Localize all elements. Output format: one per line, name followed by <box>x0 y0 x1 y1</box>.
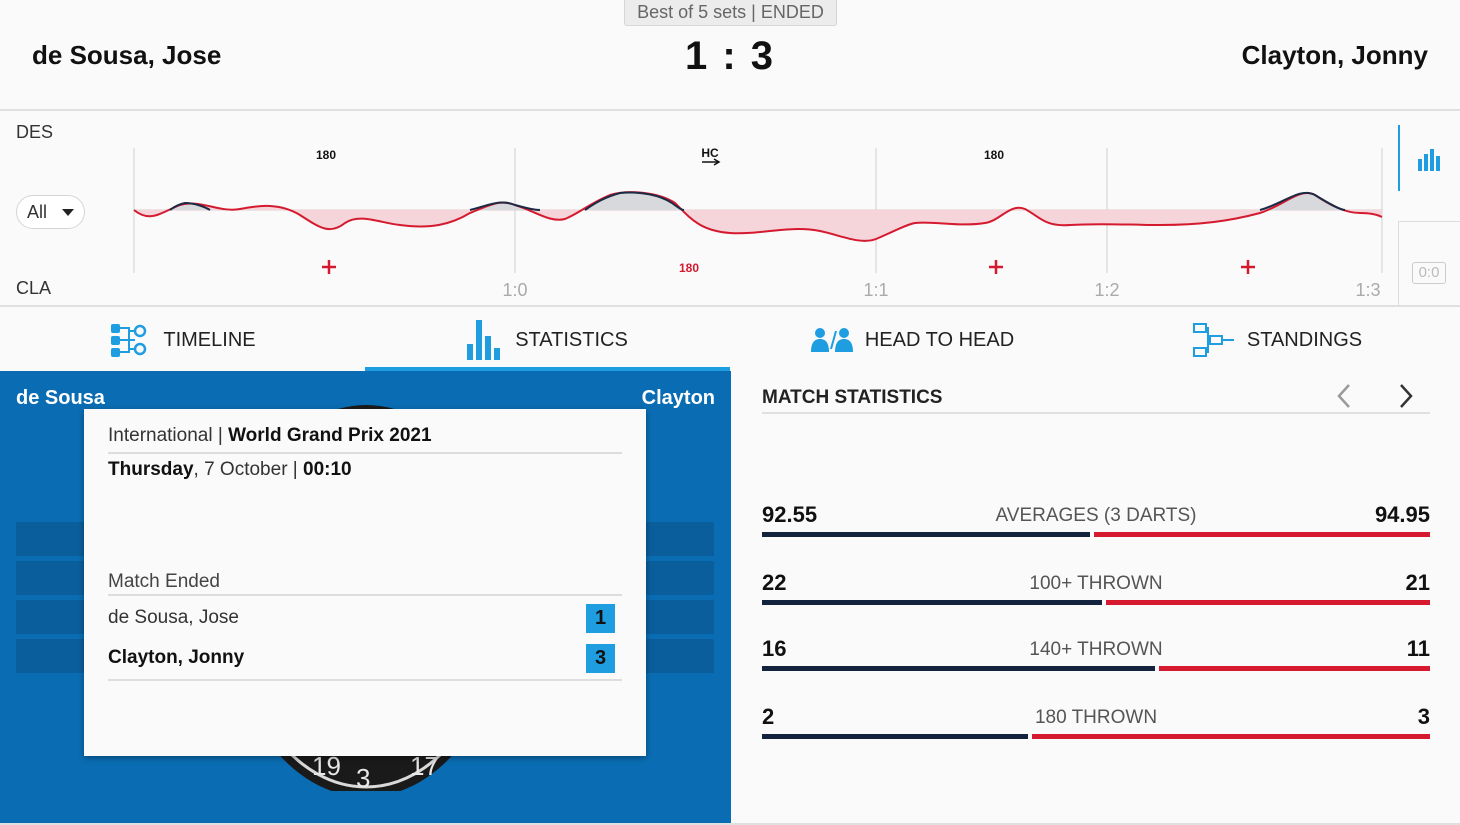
stat-home-value: 22 <box>762 570 787 595</box>
board-away-name: Clayton <box>641 387 715 409</box>
tab-statistics[interactable]: STATISTICS <box>365 309 730 371</box>
stat-label: 100+ THROWN <box>1029 573 1163 594</box>
away-player-abbr: CLA <box>16 278 52 298</box>
stat-label: 140+ THROWN <box>1029 639 1163 660</box>
stat-away-bar <box>1094 532 1430 537</box>
stat-away-bar <box>1159 666 1430 671</box>
home-player-name: de Sousa, Jose <box>32 40 222 70</box>
idle-score-box: 0:0 <box>1412 262 1446 284</box>
set-score-label: 1:1 <box>863 280 888 300</box>
tab-label: HEAD TO HEAD <box>864 328 1015 351</box>
card-divider <box>108 594 622 596</box>
competition-line: International | World Grand Prix 2021 <box>108 425 432 447</box>
card-home-player: de Sousa, Jose <box>108 607 239 628</box>
home-momentum-area <box>170 192 1345 210</box>
momentum-line <box>133 191 1383 242</box>
away-break-marker-icon <box>989 260 1003 274</box>
tab-label: TIMELINE <box>163 328 256 351</box>
timeline-icon <box>109 321 151 359</box>
stats-divider <box>762 412 1430 414</box>
home-180-marker: 180 <box>984 148 1004 162</box>
stat-away-bar <box>1106 600 1430 605</box>
panel-divider <box>1398 125 1400 191</box>
chevron-down-icon <box>62 209 74 216</box>
match-datetime: Thursday, 7 October | 00:10 <box>108 459 352 481</box>
home-momentum-line <box>169 191 1346 211</box>
away-break-marker-icon <box>322 260 336 274</box>
away-momentum-area <box>134 192 1382 241</box>
match-day: Thursday <box>108 459 194 480</box>
stat-away-value: 21 <box>1405 570 1430 595</box>
stat-row: 16 140+ THROWN 11 <box>762 636 1430 676</box>
match-format-badge: Best of 5 sets | ENDED <box>624 0 837 26</box>
away-180-marker: 180 <box>679 261 699 275</box>
stat-row: 92.55 AVERAGES (3 DARTS) 94.95 <box>762 502 1430 542</box>
stat-home-bar <box>762 666 1155 671</box>
stat-away-value: 11 <box>1406 636 1430 661</box>
momentum-side-panel: 0:0 <box>1398 125 1460 307</box>
momentum-chart: 180 HC 180 180 1:0 1:1 1:2 1:3 DES CLA <box>0 113 1460 307</box>
match-statistics-panel: MATCH STATISTICS 92.55 AVERAGES (3 DARTS)… <box>731 371 1460 825</box>
statistics-icon <box>467 320 503 360</box>
set-filter-value: All <box>27 202 48 222</box>
away-break-marker-icon <box>1241 260 1255 274</box>
chevron-left-icon[interactable] <box>1331 381 1357 411</box>
match-score: 1 : 3 <box>684 34 776 78</box>
stat-row: 22 100+ THROWN 21 <box>762 570 1430 610</box>
stat-home-value: 2 <box>762 704 775 729</box>
stat-away-bar <box>1032 734 1430 739</box>
bottom-border <box>0 823 1460 825</box>
stat-home-bar <box>762 532 1090 537</box>
tab-head-to-head[interactable]: HEAD TO HEAD <box>730 309 1095 371</box>
card-divider <box>108 679 622 681</box>
stat-row: 2 180 THROWN 3 <box>762 704 1430 744</box>
home-player-abbr: DES <box>16 122 54 142</box>
set-score-label: 1:3 <box>1355 280 1380 300</box>
match-info-card: International | World Grand Prix 2021 Th… <box>84 409 646 756</box>
tab-label: STANDINGS <box>1246 328 1363 351</box>
match-status: Match Ended <box>108 571 220 592</box>
match-statistics-title: MATCH STATISTICS <box>762 387 943 408</box>
away-sets-badge: 3 <box>586 644 615 673</box>
card-divider <box>108 452 622 454</box>
bar-chart-icon[interactable] <box>1418 149 1442 171</box>
set-filter-dropdown[interactable]: All <box>16 195 85 229</box>
dartboard-number: 3 <box>356 763 370 791</box>
away-player-name: Clayton, Jonny <box>1241 40 1428 70</box>
set-score-label: 1:2 <box>1094 280 1119 300</box>
stat-home-bar <box>762 734 1028 739</box>
board-home-name: de Sousa <box>16 387 105 409</box>
idle-score-panel <box>1398 221 1460 307</box>
home-180-marker: 180 <box>316 148 336 162</box>
tab-timeline[interactable]: TIMELINE <box>0 309 365 371</box>
stat-label: 180 THROWN <box>1034 707 1158 728</box>
stat-label: AVERAGES (3 DARTS) <box>995 505 1197 526</box>
home-sets-badge: 1 <box>586 604 615 633</box>
chevron-right-icon[interactable] <box>1393 381 1419 411</box>
head-to-head-icon <box>810 327 853 353</box>
competition-category: International | <box>108 425 229 446</box>
stat-home-bar <box>762 600 1102 605</box>
stat-home-value: 16 <box>762 636 787 661</box>
momentum-graph: 180 HC 180 180 1:0 1:1 1:2 1:3 <box>133 146 1383 300</box>
tab-bar: TIMELINE STATISTICS <box>0 309 1460 371</box>
stat-away-value: 94.95 <box>1374 502 1430 527</box>
match-time: 00:10 <box>303 459 352 480</box>
match-header: Best of 5 sets | ENDED de Sousa, Jose 1 … <box>0 0 1460 111</box>
checkout-arrow-icon <box>713 158 721 166</box>
stat-home-value: 92.55 <box>762 502 818 527</box>
tab-label: STATISTICS <box>515 328 628 351</box>
tab-standings[interactable]: STANDINGS <box>1095 309 1460 371</box>
set-score-label: 1:0 <box>502 280 527 300</box>
home-highcheckout-marker: HC <box>701 146 719 160</box>
card-away-player: Clayton, Jonny <box>108 647 245 668</box>
stat-away-value: 3 <box>1417 704 1430 729</box>
competition-name: World Grand Prix 2021 <box>228 425 432 446</box>
dartboard-number: 17 <box>410 751 439 781</box>
dartboard-number: 19 <box>312 751 341 781</box>
standings-icon <box>1192 323 1235 357</box>
match-date: , 7 October | <box>193 459 304 480</box>
